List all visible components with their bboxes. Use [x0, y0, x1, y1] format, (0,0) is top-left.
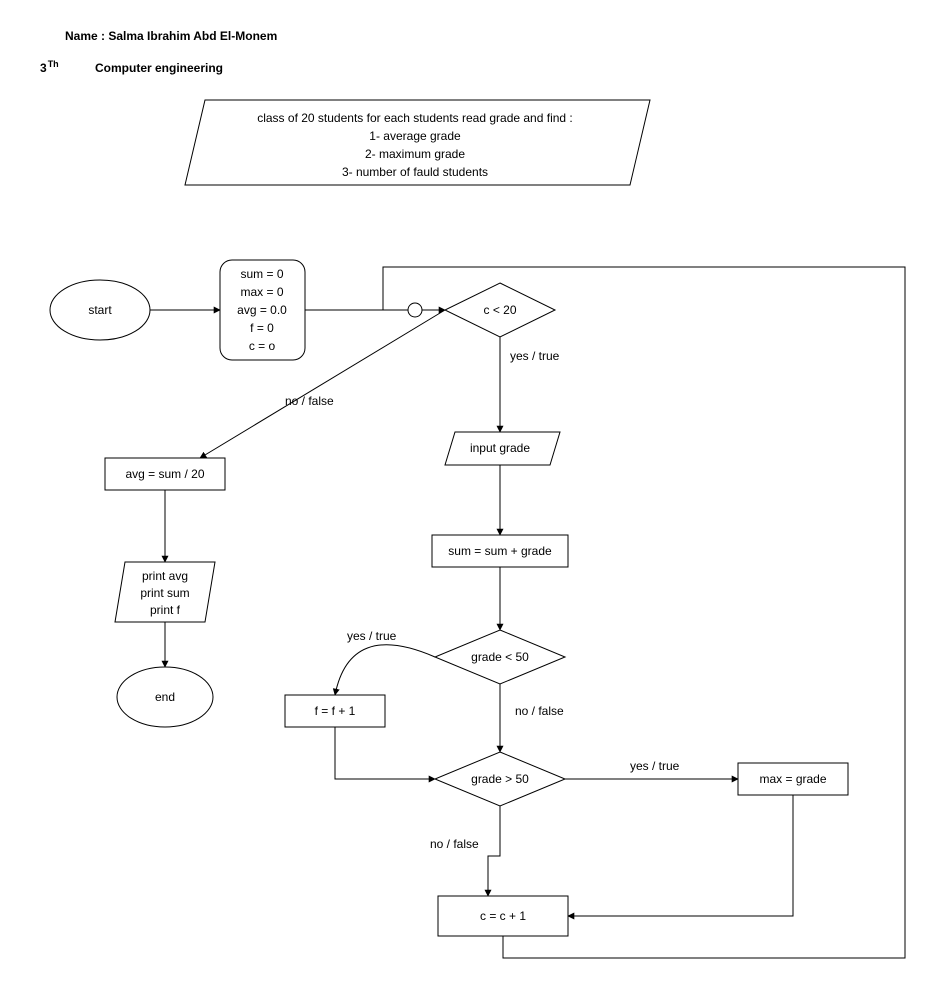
end-node: end: [117, 667, 213, 727]
edge-cond1-no: [200, 310, 445, 458]
edge-max-cplus: [568, 795, 793, 916]
svg-text:sum = 0: sum = 0: [240, 267, 283, 281]
avg-node: avg = sum / 20: [105, 458, 225, 490]
svg-text:grade < 50: grade < 50: [471, 650, 529, 664]
svg-text:print avg: print avg: [142, 569, 188, 583]
svg-text:start: start: [88, 303, 112, 317]
svg-text:sum = sum + grade: sum = sum + grade: [448, 544, 552, 558]
label-cond1-yes: yes / true: [510, 349, 560, 363]
label-cond3-no: no / false: [430, 837, 479, 851]
edge-loop: [383, 267, 905, 958]
label-cond2-yes: yes / true: [347, 629, 397, 643]
svg-text:end: end: [155, 690, 175, 704]
svg-text:print sum: print sum: [140, 586, 189, 600]
edge-fplus-cond3: [335, 727, 435, 779]
year: 3Th: [40, 59, 59, 75]
fplus-node: f = f + 1: [285, 695, 385, 727]
svg-text:max = grade: max = grade: [759, 772, 826, 786]
cplus-node: c = c + 1: [438, 896, 568, 936]
svg-text:avg = 0.0: avg = 0.0: [237, 303, 287, 317]
svg-text:c = c + 1: c = c + 1: [480, 909, 526, 923]
cond1-node: c < 20: [445, 283, 555, 337]
svg-text:f = f + 1: f = f + 1: [315, 704, 356, 718]
sum-node: sum = sum + grade: [432, 535, 568, 567]
start-node: start: [50, 280, 150, 340]
svg-text:class of 20 students for each: class of 20 students for each students r…: [257, 111, 573, 125]
label-cond3-yes: yes / true: [630, 759, 680, 773]
label-cond1-no: no / false: [285, 394, 334, 408]
init-node: sum = 0 max = 0 avg = 0.0 f = 0 c = o: [220, 260, 305, 360]
print-node: print avg print sum print f: [115, 562, 215, 622]
problem-box: class of 20 students for each students r…: [185, 100, 650, 185]
svg-text:print f: print f: [150, 603, 181, 617]
name-line: Name : Salma Ibrahim Abd El-Monem: [65, 29, 277, 43]
edge-cond2-yes: [335, 645, 435, 695]
svg-text:avg = sum / 20: avg = sum / 20: [125, 467, 204, 481]
label-cond2-no: no / false: [515, 704, 564, 718]
svg-text:max = 0: max = 0: [240, 285, 283, 299]
svg-text:3- number of fauld students: 3- number of fauld students: [342, 165, 488, 179]
edge-cond3-no: [488, 806, 500, 896]
subject: Computer engineering: [95, 61, 223, 75]
svg-text:c < 20: c < 20: [483, 303, 516, 317]
svg-text:f = 0: f = 0: [250, 321, 274, 335]
max-node: max = grade: [738, 763, 848, 795]
svg-text:1- average grade: 1- average grade: [369, 129, 461, 143]
cond3-node: grade > 50: [435, 752, 565, 806]
svg-text:grade > 50: grade > 50: [471, 772, 529, 786]
input-node: input grade: [445, 432, 560, 465]
cond2-node: grade < 50: [435, 630, 565, 684]
edge-init-cond1: [305, 303, 445, 317]
svg-text:c = o: c = o: [249, 339, 276, 353]
svg-text:input grade: input grade: [470, 441, 530, 455]
svg-text:2- maximum grade: 2- maximum grade: [365, 147, 465, 161]
